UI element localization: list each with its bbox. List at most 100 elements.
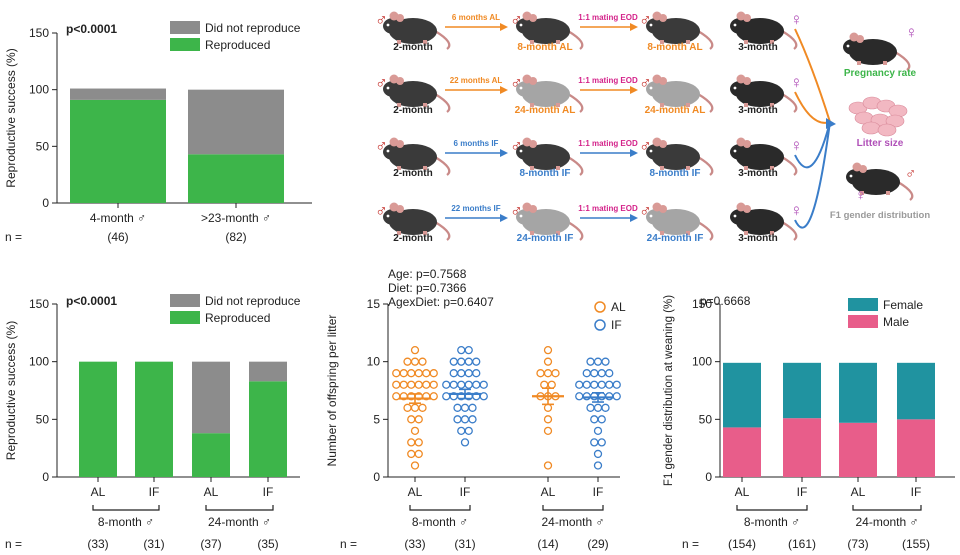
n-value: (37) [200,537,221,551]
data-point [399,369,408,378]
p-value: p<0.0001 [66,294,117,308]
data-point [472,380,481,389]
data-point [399,380,408,389]
mouse-eye [649,86,653,90]
mouse-foot [556,231,560,235]
legend-swatch [170,38,200,51]
mouse-foot [423,40,427,44]
data-point [403,357,412,366]
mouse-foot [556,40,560,44]
legend-marker [594,319,606,331]
female-symbol: ♀ [790,10,803,29]
data-point [597,415,606,424]
mouse-illustration [383,74,451,113]
mouse-tail [567,221,584,241]
x-tick-label: AL [541,485,556,499]
data-point [460,438,470,447]
mouse-ear [743,77,751,85]
bar-female [839,362,877,423]
mouse-tail [897,181,914,201]
group-label: 24-month IF [647,233,704,244]
offspring-mouse-illustration [846,162,914,201]
mouse-illustration [646,202,714,241]
mouse-tail [697,30,714,50]
n-value: (31) [143,537,164,551]
mouse-head [383,144,403,160]
mouse-tail [697,93,714,113]
mouse-foot [660,40,664,44]
n-label: n = [340,537,357,551]
x-tick-label: AL [851,485,866,499]
data-point [460,415,470,424]
y-tick-label: 0 [373,470,380,484]
data-point [540,380,549,389]
data-point [593,461,603,470]
bar-female [783,362,821,419]
y-axis-title: Number of offspring per litter [325,315,339,467]
n-value: (73) [847,537,868,551]
mouse-foot [530,166,534,170]
group-bracket [205,505,274,511]
mouse-head [846,169,866,185]
female-age-label: 3-month [738,105,777,116]
mouse-foot [397,103,401,107]
experiment-diagram: ♂ ♂ ♂ ♀2-month 8-month AL 8-month AL 3-month6 … [375,10,930,244]
bar-reproduced [192,433,230,477]
mouse-head [383,18,403,34]
panel-bottom-right: 0 50 100 150 F1 gender distribution at weani… [663,294,955,551]
group-label: 24-month ♂ [855,515,918,529]
y-tick-label: 50 [699,412,713,426]
data-point [407,449,416,459]
y-axis-title: Reproductive success (%) [4,321,18,460]
legend-swatch [848,315,878,328]
data-point [590,392,599,401]
data-point [442,380,451,389]
data-point [605,380,614,389]
data-point [597,392,606,401]
mouse-illustration [516,137,584,176]
mating-label: 1:1 mating EOD [578,13,638,22]
legend-label: Reproduced [205,311,270,325]
p-value: p=0.6668 [700,294,751,308]
legend-swatch [170,294,200,307]
data-point [536,369,545,378]
panel-bottom-left: 0 50 100 150 Reproductive success (%) AL (33) I… [4,294,301,551]
legend-label: IF [611,318,622,332]
y-tick-label: 150 [29,297,49,311]
n-value: (155) [902,537,930,551]
mouse-illustration [516,74,584,113]
n-value: (31) [454,537,475,551]
data-point [597,380,606,389]
data-point [457,357,466,366]
age-label: 2-month [393,42,432,53]
mouse-ear [396,140,404,148]
mouse-head [383,81,403,97]
group-label: 8-month IF [519,168,570,179]
mouse-tail [567,30,584,50]
arrow-label: 22 months AL [450,76,503,85]
mouse-ear [659,205,667,213]
mouse-illustration [730,11,798,50]
n-value: (35) [257,537,278,551]
mouse-ear [529,140,537,148]
converge-arrow [794,28,831,123]
mouse-tail [781,30,798,50]
data-point [453,415,462,424]
n-value: (33) [87,537,108,551]
n-value: (33) [404,537,425,551]
mouse-eye [519,214,523,218]
mouse-ear [856,35,864,43]
data-point [479,392,488,401]
pup-litter-illustration [848,96,908,137]
arrow-label: 6 months IF [454,139,499,148]
mouse-foot [883,61,887,65]
data-point [582,369,591,378]
female-symbol: ♀ [790,73,803,92]
y-tick-label: 50 [36,139,50,153]
data-point [543,369,553,378]
mouse-illustration [730,74,798,113]
arrow-head [500,86,508,94]
mouse-foot [423,103,427,107]
data-point [605,392,614,401]
